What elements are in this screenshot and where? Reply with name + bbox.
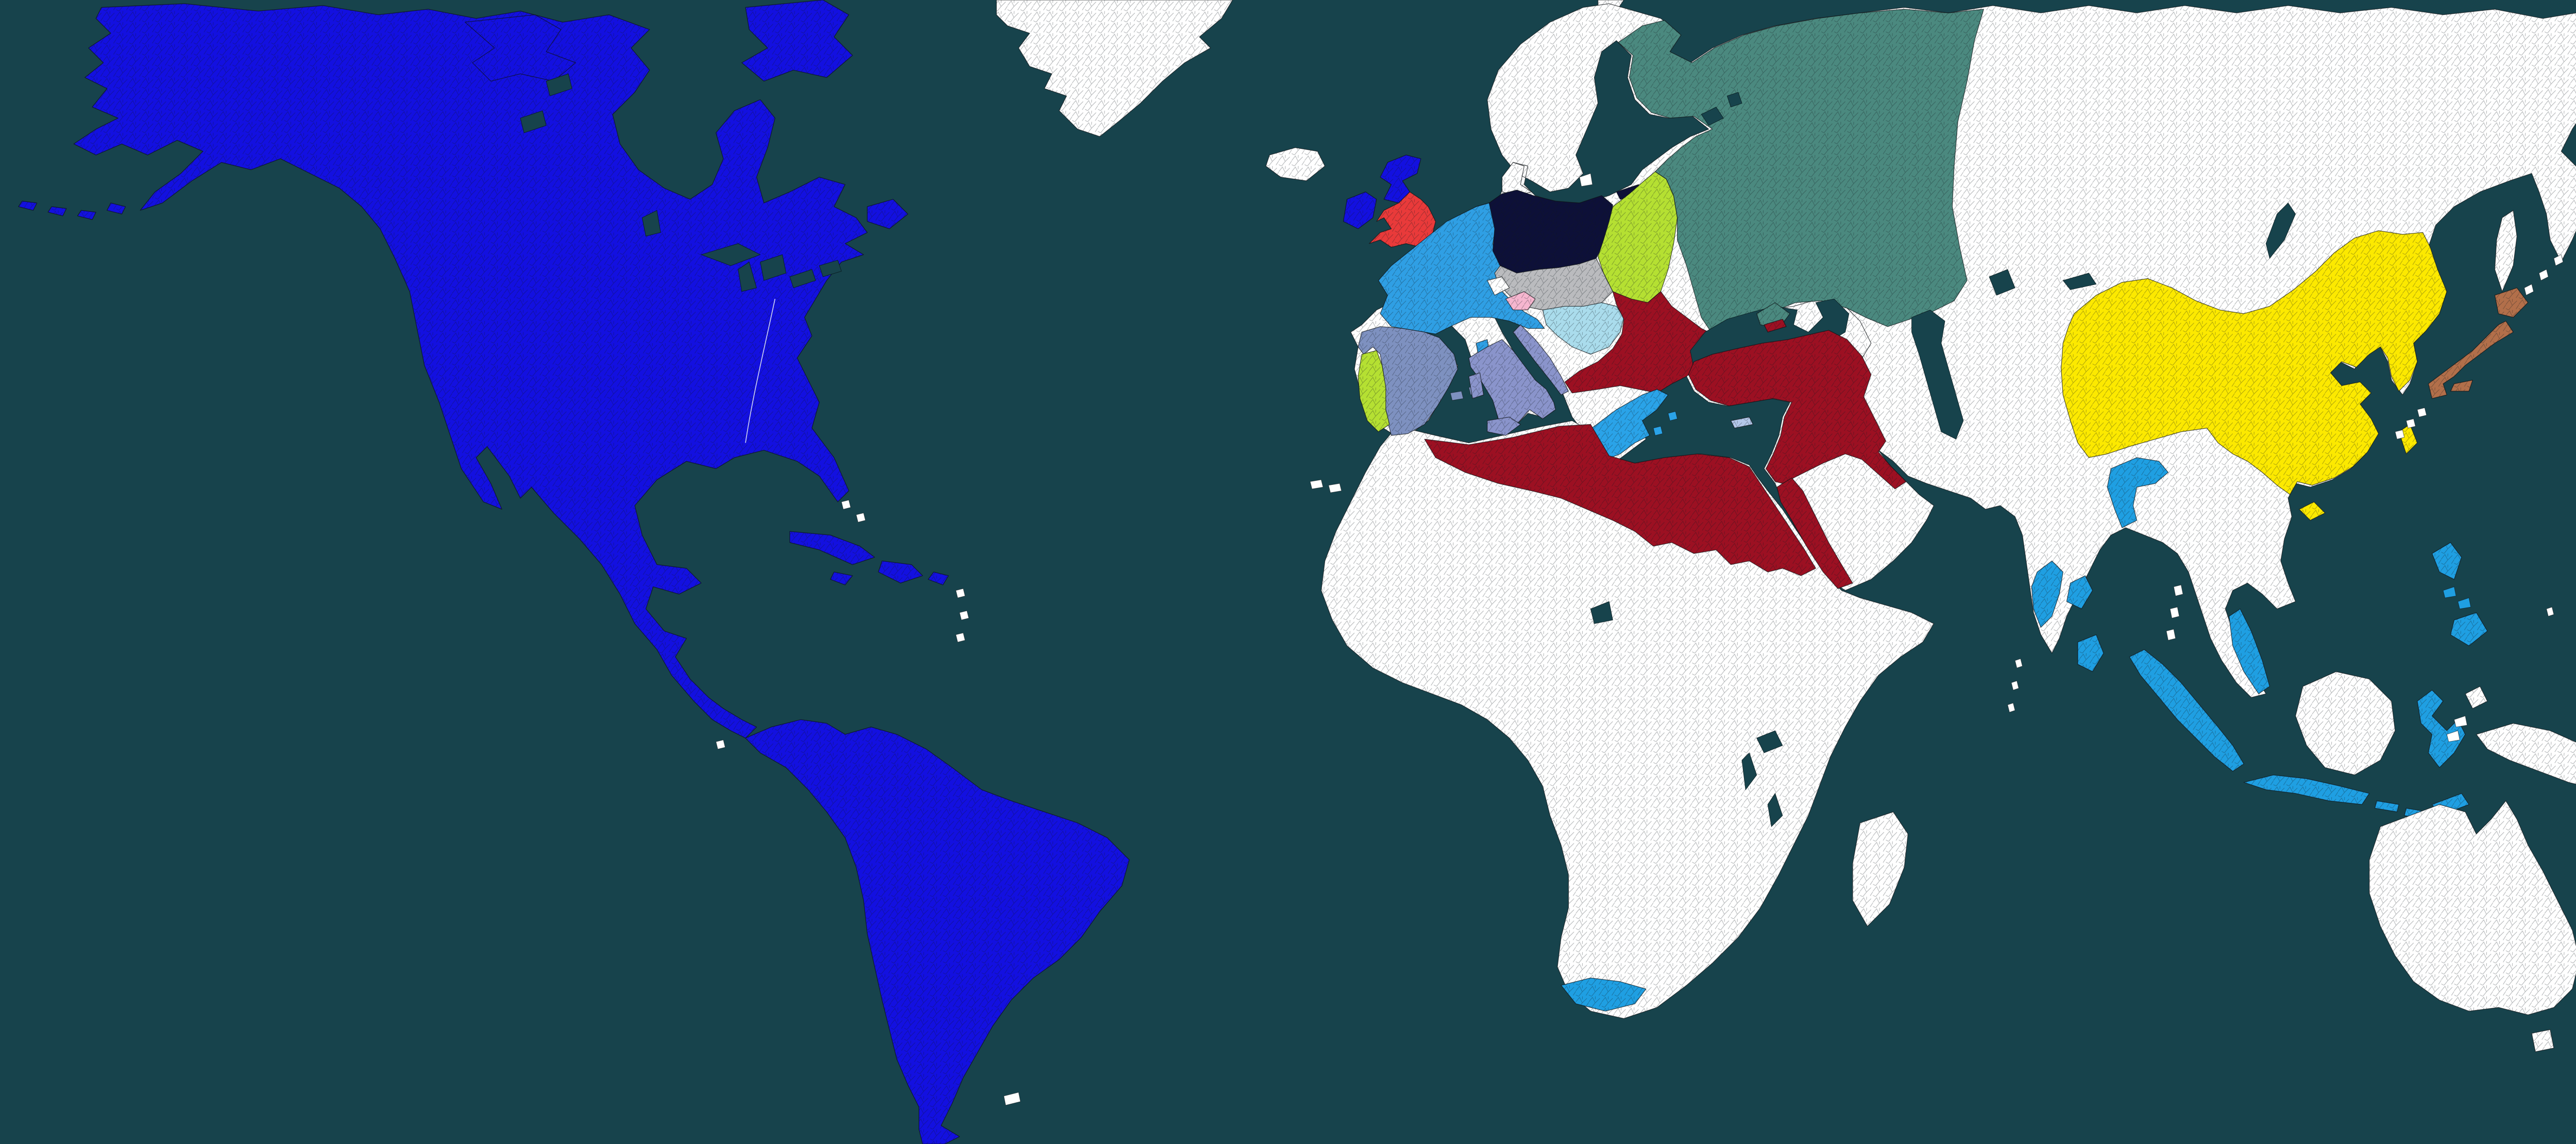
region-ryukyu-islands[interactable]: [2395, 407, 2427, 440]
lake-erie: [789, 269, 816, 289]
region-falkland-islands[interactable]: [1003, 1092, 1021, 1106]
region-pacific-islands[interactable]: [2546, 552, 2576, 871]
region-group-lakes: [520, 73, 2296, 828]
caspian-sea: [1911, 310, 1964, 440]
region-maldives[interactable]: [2007, 658, 2023, 713]
lake-malawi: [1767, 793, 1783, 828]
region-visayas[interactable]: [2443, 586, 2471, 610]
great-bear-lake: [546, 73, 572, 96]
lake-baikal: [2265, 203, 2296, 259]
region-bahamas[interactable]: [841, 499, 866, 523]
lake-ladoga: [1701, 107, 1724, 126]
region-moluccas[interactable]: [2446, 715, 2468, 742]
region-galapagos[interactable]: [716, 739, 726, 750]
region-tasmania[interactable]: [2531, 1029, 2554, 1052]
region-lesser-antilles[interactable]: [955, 588, 969, 643]
lake-victoria: [1756, 730, 1783, 753]
region-canary-islands[interactable]: [1310, 479, 1342, 493]
lake-huron: [760, 254, 787, 281]
aral-sea: [1989, 269, 2015, 296]
lake-chad: [1590, 601, 1613, 624]
lake-michigan: [738, 261, 757, 292]
mississippi-river: [745, 298, 776, 443]
lake-tanganyika: [1741, 752, 1757, 790]
lake-winnipeg: [641, 210, 661, 237]
region-andaman-nicobar[interactable]: [2166, 584, 2183, 641]
region-kuril-islands[interactable]: [2524, 254, 2564, 296]
lake-balkhash: [2062, 273, 2097, 290]
lake-onega: [1726, 92, 1742, 108]
region-gotland[interactable]: [1579, 173, 1593, 187]
great-slave-lake: [520, 110, 547, 133]
lake-superior: [700, 243, 761, 266]
lake-ontario: [819, 260, 842, 277]
